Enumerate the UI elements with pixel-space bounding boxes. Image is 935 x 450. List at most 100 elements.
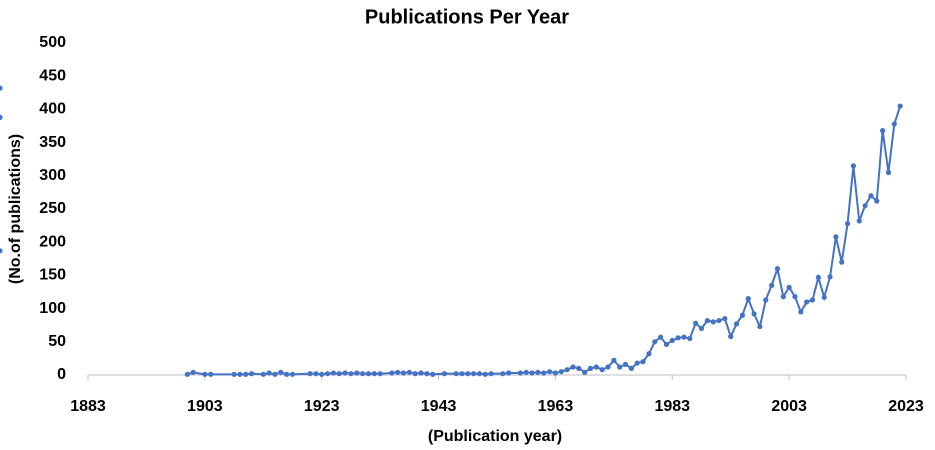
data-point — [400, 370, 407, 376]
data-point — [587, 365, 594, 371]
y-tick-label: 300 — [39, 167, 66, 184]
data-point — [330, 370, 336, 376]
data-point — [424, 371, 430, 377]
data-point — [669, 337, 675, 344]
y-tick-label: 250 — [39, 200, 66, 217]
chart-title: Publications Per Year — [365, 6, 569, 28]
data-point — [535, 369, 541, 375]
data-point — [652, 339, 658, 345]
data-point — [751, 311, 757, 317]
data-point — [856, 218, 862, 224]
data-point — [406, 369, 412, 375]
data-point — [844, 221, 851, 227]
data-point — [681, 334, 687, 340]
data-point — [441, 371, 448, 377]
y-tick-label: 200 — [39, 233, 66, 250]
data-point — [348, 371, 354, 377]
data-point — [552, 370, 559, 376]
data-point — [202, 371, 208, 377]
x-tick-label: 1983 — [654, 398, 690, 415]
data-point — [546, 369, 553, 375]
y-axis-label: (No.of publications) — [7, 134, 24, 284]
data-point — [523, 369, 529, 375]
data-point — [862, 203, 868, 209]
data-point — [541, 370, 547, 376]
data-point — [0, 85, 3, 91]
data-point — [675, 335, 681, 341]
data-point — [324, 371, 331, 377]
data-point — [874, 198, 880, 204]
data-point — [833, 234, 839, 240]
data-point — [289, 371, 296, 377]
data-point — [278, 369, 284, 375]
data-point — [687, 335, 693, 342]
x-tick-label: 1883 — [70, 398, 106, 415]
data-point — [780, 294, 786, 300]
data-point — [716, 317, 722, 324]
data-point — [798, 309, 804, 315]
data-point — [336, 371, 342, 377]
data-point — [897, 103, 903, 109]
data-point — [728, 333, 734, 340]
x-tick-label: 2023 — [888, 398, 924, 415]
data-point — [582, 369, 588, 375]
x-tick-label: 1963 — [538, 398, 574, 415]
data-point — [184, 371, 190, 377]
data-point — [430, 371, 436, 377]
x-tick-label: 2003 — [771, 398, 807, 415]
data-point — [663, 341, 670, 348]
data-point — [389, 370, 395, 376]
data-point — [891, 121, 897, 127]
data-point — [809, 297, 816, 303]
x-tick-label: 1903 — [187, 398, 223, 415]
data-point — [622, 361, 629, 367]
data-point — [418, 370, 424, 376]
data-point — [471, 371, 477, 377]
data-point — [272, 371, 278, 377]
data-point — [260, 371, 266, 377]
data-point — [231, 371, 237, 377]
data-point — [506, 370, 512, 376]
data-point — [868, 193, 874, 199]
data-point — [792, 294, 798, 300]
y-tick-label: 400 — [39, 101, 66, 118]
data-point — [786, 284, 792, 290]
series-line — [187, 105, 902, 376]
data-point — [599, 367, 605, 373]
data-point — [342, 370, 348, 376]
data-point — [774, 266, 781, 272]
data-point — [763, 297, 769, 303]
y-tick-label: 100 — [39, 300, 66, 317]
data-point — [704, 317, 710, 324]
data-point — [850, 163, 857, 169]
y-tick-label: 0 — [57, 366, 66, 383]
data-point — [693, 320, 699, 326]
y-tick-label: 450 — [39, 67, 66, 84]
data-point — [476, 371, 483, 377]
data-point — [307, 371, 313, 377]
data-point — [371, 371, 377, 377]
data-point — [243, 371, 249, 377]
data-point — [658, 334, 664, 340]
x-axis-label: (Publication year) — [428, 428, 562, 445]
data-point — [284, 371, 290, 377]
data-point — [821, 294, 827, 300]
data-point — [190, 369, 196, 375]
y-tick-label: 50 — [48, 333, 66, 350]
data-point — [617, 364, 623, 370]
data-point — [0, 114, 3, 120]
data-point — [815, 274, 821, 280]
data-point — [880, 128, 886, 134]
data-point — [529, 370, 535, 376]
x-tick-label: 1943 — [421, 398, 457, 415]
data-point — [465, 371, 471, 377]
data-point — [208, 371, 214, 377]
data-point — [769, 282, 775, 288]
data-point — [827, 274, 833, 280]
data-point — [885, 169, 892, 176]
x-tick-label: 1923 — [304, 398, 340, 415]
data-point — [313, 371, 319, 377]
data-point — [517, 370, 523, 376]
data-point — [459, 371, 465, 377]
